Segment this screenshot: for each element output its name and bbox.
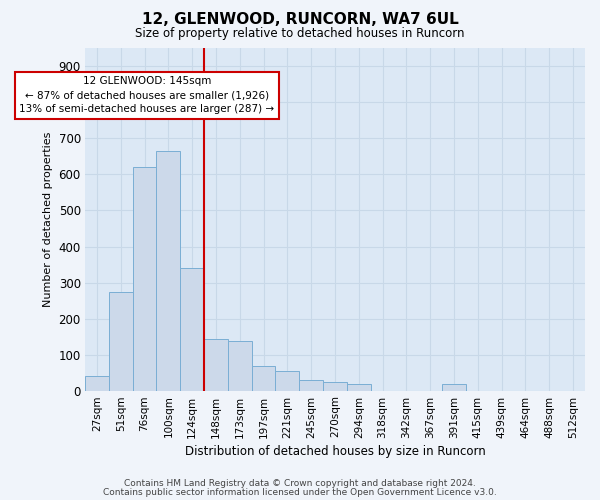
Bar [85,376,109,392]
Bar [299,380,323,392]
Y-axis label: Number of detached properties: Number of detached properties [43,132,53,307]
Bar [442,384,466,392]
Bar [347,384,371,392]
Bar [180,268,204,392]
Bar [228,340,251,392]
Text: Contains public sector information licensed under the Open Government Licence v3: Contains public sector information licen… [103,488,497,497]
Bar [323,382,347,392]
Bar [157,150,180,392]
X-axis label: Distribution of detached houses by size in Runcorn: Distribution of detached houses by size … [185,444,485,458]
Bar [204,339,228,392]
Text: Contains HM Land Registry data © Crown copyright and database right 2024.: Contains HM Land Registry data © Crown c… [124,479,476,488]
Text: 12 GLENWOOD: 145sqm
← 87% of detached houses are smaller (1,926)
13% of semi-det: 12 GLENWOOD: 145sqm ← 87% of detached ho… [19,76,274,114]
Bar [275,372,299,392]
Bar [133,167,157,392]
Bar [251,366,275,392]
Text: 12, GLENWOOD, RUNCORN, WA7 6UL: 12, GLENWOOD, RUNCORN, WA7 6UL [142,12,458,28]
Text: Size of property relative to detached houses in Runcorn: Size of property relative to detached ho… [135,28,465,40]
Bar [109,292,133,392]
